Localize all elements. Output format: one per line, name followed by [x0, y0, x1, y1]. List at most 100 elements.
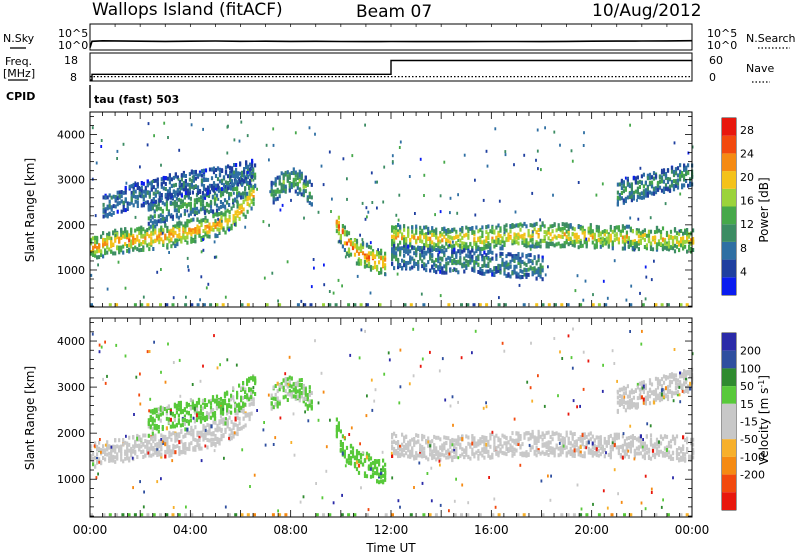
echo-cell: [453, 235, 456, 240]
echo-cell: [126, 230, 129, 235]
echo-cell: [511, 449, 514, 454]
echo-cell: [286, 170, 289, 175]
echo-cell: [165, 217, 168, 222]
echo-cell: [218, 437, 221, 442]
echo-cell: [170, 450, 173, 455]
echo-cell: [423, 246, 426, 250]
echo-cell: [290, 198, 292, 202]
echo-cell: [144, 190, 147, 195]
echo-cell: [201, 191, 205, 195]
echo-cell: [278, 181, 281, 186]
echo-cell: [489, 229, 492, 234]
echo-cell: [144, 439, 147, 443]
echo-cell: [163, 202, 166, 207]
echo-cell: [485, 436, 488, 440]
echo-cell: [118, 194, 121, 198]
echo-cell: [555, 443, 558, 448]
echo-cell: [294, 385, 297, 390]
echo-cell: [124, 185, 127, 190]
echo-cell: [341, 442, 344, 446]
echo-cell: [382, 263, 385, 267]
echo-cell: [686, 236, 689, 241]
freq-tick-bottom: 8: [70, 71, 77, 84]
echo-cell: [193, 406, 196, 411]
echo-cell: [517, 261, 520, 265]
echo-cell: [244, 225, 247, 229]
echo-cell: [687, 163, 690, 168]
echo-cell: [247, 164, 250, 169]
echo-cell: [274, 189, 277, 194]
echo-cell: [173, 413, 176, 418]
echo-cell: [477, 456, 480, 461]
echo-cell: [130, 231, 133, 236]
echo-cell: [517, 252, 520, 256]
echo-cell: [120, 199, 123, 204]
echo-cell: [527, 243, 530, 248]
echo-cell: [513, 163, 515, 167]
echo-cell: [449, 235, 452, 240]
echo-cell: [423, 254, 426, 259]
echo-cell: [413, 442, 416, 447]
echo-cell: [545, 244, 548, 249]
echo-cell: [399, 452, 402, 457]
echo-cell: [641, 235, 644, 240]
echo-cell: [94, 243, 97, 248]
echo-cell: [272, 143, 275, 147]
echo-cell: [413, 454, 416, 459]
echo-cell: [621, 228, 624, 233]
echo-cell: [457, 234, 460, 239]
echo-cell: [397, 257, 400, 262]
echo-cell: [220, 178, 224, 183]
echo-cell: [198, 443, 201, 448]
echo-cell: [114, 251, 117, 256]
echo-cell: [519, 451, 522, 456]
echo-cell: [455, 438, 458, 443]
echo-cell: [345, 252, 349, 256]
echo-cell: [110, 249, 113, 254]
echo-cell: [369, 251, 373, 256]
noise-panel-frame: [89, 23, 693, 51]
echo-cell: [154, 433, 157, 438]
echo-cell: [545, 230, 548, 235]
echo-cell: [521, 260, 524, 264]
echo-cell: [405, 245, 408, 250]
echo-cell: [668, 177, 672, 182]
echo-cell: [212, 223, 215, 228]
echo-cell: [195, 211, 199, 215]
echo-cell: [203, 402, 207, 407]
echo-cell: [407, 228, 410, 233]
echo-cell: [242, 383, 245, 388]
echo-cell: [376, 267, 379, 272]
echo-cell: [563, 232, 566, 237]
echo-cell: [302, 399, 305, 404]
echo-cell: [294, 182, 297, 187]
echo-cell: [465, 259, 468, 264]
echo-cell: [196, 230, 199, 235]
echo-cell: [139, 165, 141, 169]
echo-cell: [306, 180, 309, 185]
echo-cell: [537, 267, 540, 272]
echo-cell: [96, 235, 99, 240]
echo-cell: [100, 145, 103, 148]
echo-cell: [207, 203, 211, 208]
echo-cell: [249, 178, 252, 183]
echo-cell: [487, 256, 490, 260]
echo-cell: [477, 238, 480, 242]
echo-cell: [144, 453, 147, 458]
echo-cell: [433, 229, 436, 234]
echo-cell: [218, 231, 221, 235]
echo-cell: [636, 198, 638, 202]
echo-cell: [434, 213, 436, 217]
echo-cell: [213, 201, 217, 206]
echo-cell: [332, 291, 335, 295]
echo-cell: [553, 234, 556, 239]
echo-cell: [359, 261, 363, 266]
echo-cell: [541, 221, 544, 226]
echo-cell: [274, 392, 277, 397]
echo-cell: [218, 218, 221, 223]
echo-cell: [533, 269, 536, 274]
echo-cell: [226, 226, 229, 231]
echo-cell: [439, 249, 442, 254]
echo-cell: [531, 445, 534, 450]
echo-cell: [662, 179, 666, 184]
